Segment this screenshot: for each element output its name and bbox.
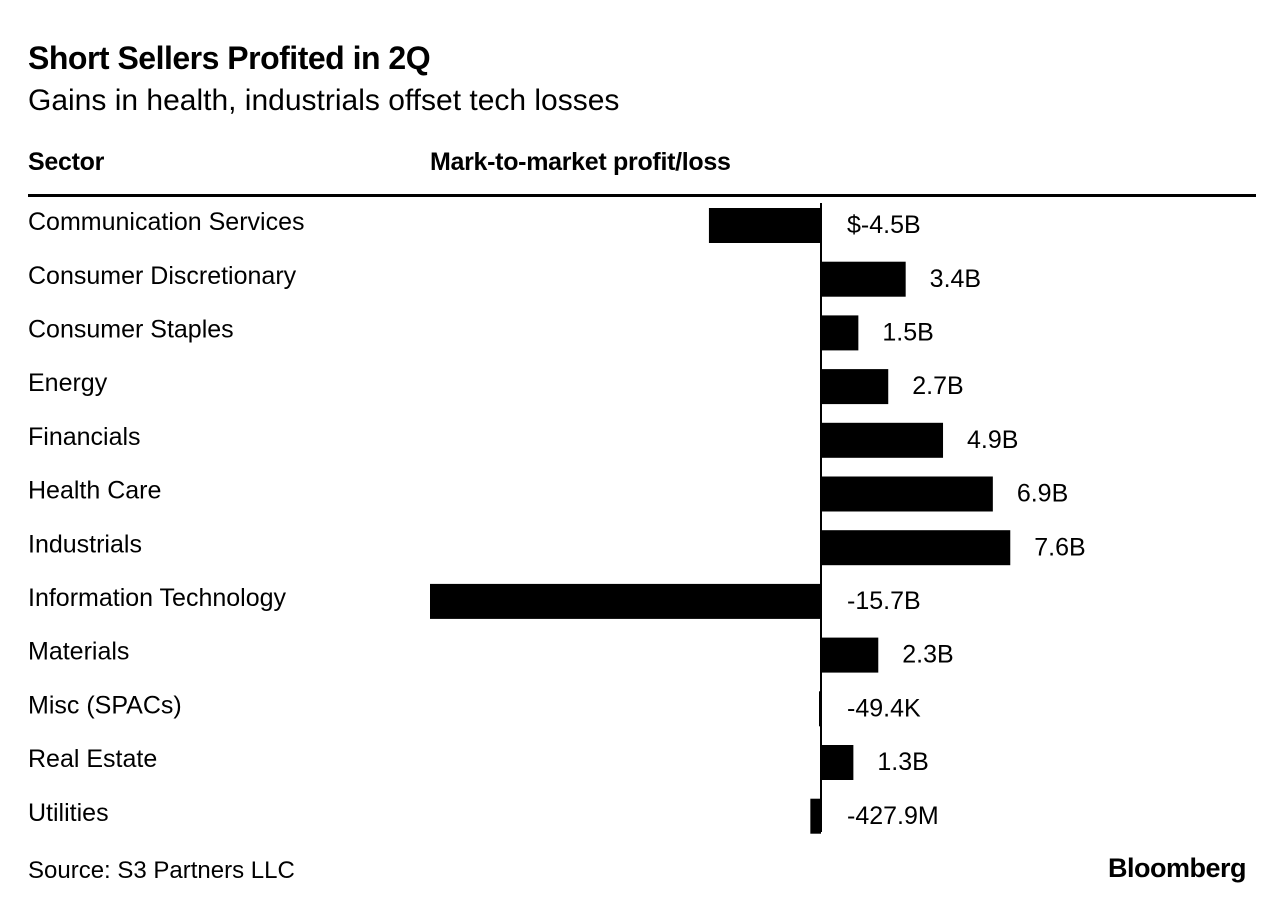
value-label: 3.4B bbox=[930, 265, 981, 293]
category-label: Financials bbox=[28, 423, 141, 451]
column-header-metric: Mark-to-market profit/loss bbox=[430, 148, 731, 176]
category-label: Misc (SPACs) bbox=[28, 691, 182, 719]
category-label: Information Technology bbox=[28, 584, 287, 612]
value-label: $-4.5B bbox=[847, 211, 921, 239]
bar bbox=[810, 798, 821, 834]
value-label: 7.6B bbox=[1034, 533, 1085, 561]
value-label: -49.4K bbox=[847, 694, 921, 722]
bar bbox=[821, 315, 859, 351]
category-label: Consumer Staples bbox=[28, 316, 234, 344]
value-label: 2.7B bbox=[912, 372, 963, 400]
value-label: 4.9B bbox=[967, 426, 1018, 454]
value-label: -427.9M bbox=[847, 802, 939, 830]
bar bbox=[821, 422, 944, 458]
bar bbox=[708, 208, 821, 243]
chart-title: Short Sellers Profited in 2Q bbox=[28, 40, 431, 76]
bar bbox=[821, 476, 993, 512]
bar bbox=[821, 530, 1011, 566]
value-label: -15.7B bbox=[847, 587, 921, 615]
value-label: 1.3B bbox=[877, 748, 928, 776]
bar-chart: Communication Services $-4.5B Consumer Dis… bbox=[28, 203, 1086, 834]
bar bbox=[821, 745, 854, 780]
category-label: Utilities bbox=[28, 799, 109, 827]
bar bbox=[821, 261, 906, 297]
category-label: Health Care bbox=[28, 477, 161, 505]
value-label: 2.3B bbox=[902, 641, 953, 669]
category-label: Industrials bbox=[28, 530, 142, 558]
category-label: Real Estate bbox=[28, 745, 157, 773]
category-label: Energy bbox=[28, 369, 108, 397]
category-label: Consumer Discretionary bbox=[28, 262, 297, 290]
value-label: 6.9B bbox=[1017, 480, 1068, 508]
bar bbox=[821, 369, 889, 405]
bloomberg-logo: Bloomberg bbox=[1107, 853, 1247, 883]
source-note: Source: S3 Partners LLC bbox=[28, 857, 295, 884]
category-label: Materials bbox=[28, 638, 129, 666]
bar bbox=[821, 637, 879, 673]
bar bbox=[430, 583, 821, 619]
value-label: 1.5B bbox=[882, 319, 933, 347]
category-label: Communication Services bbox=[28, 208, 305, 236]
header-rule bbox=[28, 194, 1256, 197]
column-header-sector: Sector bbox=[28, 148, 105, 176]
chart-subtitle: Gains in health, industrials offset tech… bbox=[28, 84, 620, 117]
